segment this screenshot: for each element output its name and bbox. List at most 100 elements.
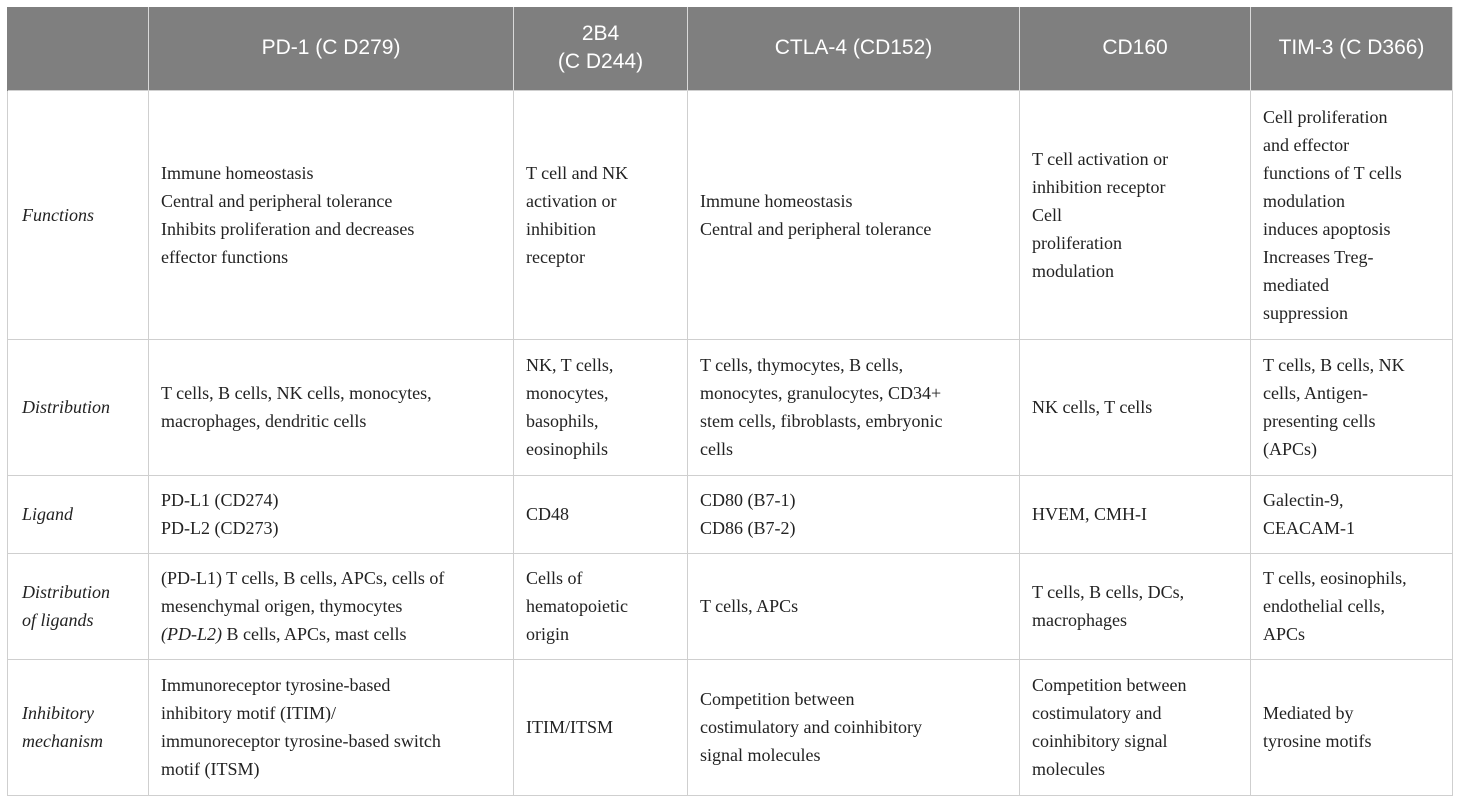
cell-line: origin [526,624,569,644]
cell-line: Immune homeostasis [161,162,314,183]
cell-distribution-of-ligands-pd1: (PD-L1) T cells, B cells, APCs, cells of… [148,552,514,660]
cell-line: Cell [1032,204,1062,225]
cell-line: inhibitory motif (ITIM)/ [161,703,336,723]
table-row-ligand: Ligand PD-L1 (CD274) PD-L2 (CD273) CD48 … [7,474,1453,554]
cell-ligand-cd160: HVEM, CMH-I [1019,474,1251,554]
cell-line: CD48 [526,504,570,524]
cell-line: HVEM, CMH-I [1032,504,1147,524]
cell-line: PD-L1 (CD274) [161,490,279,510]
cell-distribution-pd1: T cells, B cells, NK cells, monocytes, m… [148,338,514,476]
cell-distribution-ctla4: T cells, thymocytes, B cells, monocytes,… [687,338,1020,476]
cell-line: hematopoietic [526,596,628,616]
header-pd1: PD-1 (C D279) [148,7,514,90]
cell-line: Central and peripheral tolerance [700,218,932,239]
cell-line: T cells, eosinophils, [1263,568,1407,588]
inhibitory-receptors-table: PD-1 (C D279) 2B4 (C D244) CTLA-4 (CD152… [7,7,1453,796]
cell-line: macrophages, dendritic cells [161,411,367,431]
cell-line: modulation [1032,260,1114,281]
cell-line: (PD-L1) T cells, B cells, APCs, cells of [161,568,445,588]
header-2b4-line2: (C D244) [557,50,644,74]
row-label-ligand: Ligand [7,474,149,554]
cell-line: mesenchymal origen, thymocytes [161,596,403,616]
cell-ligand-tim3: Galectin-9, CEACAM-1 [1250,474,1453,554]
header-2b4: 2B4 (C D244) [513,7,688,90]
table-row-inhibitory-mechanism: Inhibitory mechanism Immunoreceptor tyro… [7,658,1453,796]
row-label-distribution-of-ligands: Distribution of ligands [7,552,149,660]
cell-line: effector functions [161,246,289,267]
row-label-inhibitory-mechanism: Inhibitory mechanism [7,658,149,796]
table-row-functions: Functions Immune homeostasis Central and… [7,89,1453,340]
header-row: PD-1 (C D279) 2B4 (C D244) CTLA-4 (CD152… [7,7,1453,90]
header-corner [7,7,149,90]
cell-ligand-ctla4: CD80 (B7-1) CD86 (B7-2) [687,474,1020,554]
cell-line: (APCs) [1263,439,1318,459]
cell-line: modulation [1263,190,1345,211]
cell-line: Galectin-9, [1263,490,1344,510]
cell-ligand-2b4: CD48 [513,474,688,554]
cell-line: Cell proliferation [1263,106,1388,127]
cell-line: motif (ITSM) [161,759,260,779]
cell-line: Cells of [526,568,583,588]
cell-line: NK cells, T cells [1032,397,1153,417]
cell-line: activation or [526,190,617,211]
cell-functions-ctla4: Immune homeostasis Central and periphera… [687,89,1020,340]
cell-line: T cells, thymocytes, B cells, [700,355,904,375]
cell-line: (PD-L2) B cells, APCs, mast cells [161,620,501,648]
header-ctla4: CTLA-4 (CD152) [687,7,1020,90]
cell-line: Increases Treg- [1263,246,1374,267]
cell-line: T cells, B cells, NK cells, monocytes, [161,383,432,403]
cell-line: monocytes, granulocytes, CD34+ [700,383,942,403]
cell-line: cells, Antigen- [1263,383,1368,403]
cell-functions-cd160: T cell activation or inhibition receptor… [1019,89,1251,340]
cell-line: CEACAM-1 [1263,518,1356,538]
cell-inhibitory-mechanism-pd1: Immunoreceptor tyrosine-based inhibitory… [148,658,514,796]
header-cd160: CD160 [1019,7,1251,90]
cell-line: T cells, B cells, NK [1263,355,1405,375]
cell-line: endothelial cells, [1263,596,1385,616]
cell-inhibitory-mechanism-ctla4: Competition between costimulatory and co… [687,658,1020,796]
cell-line: inhibition [526,218,597,239]
cell-line: molecules [1032,759,1105,779]
cell-line: Competition between [1032,675,1187,695]
cell-inhibitory-mechanism-tim3: Mediated by tyrosine motifs [1250,658,1453,796]
cell-inhibitory-mechanism-cd160: Competition between costimulatory and co… [1019,658,1251,796]
cell-distribution-2b4: NK, T cells, monocytes, basophils, eosin… [513,338,688,476]
cell-line: Distribution [22,582,111,602]
cell-inhibitory-mechanism-2b4: ITIM/ITSM [513,658,688,796]
row-label-distribution: Distribution [7,338,149,476]
cell-line: cells [700,439,733,459]
table-row-distribution: Distribution T cells, B cells, NK cells,… [7,338,1453,476]
table-row-distribution-of-ligands: Distribution of ligands (PD-L1) T cells,… [7,552,1453,660]
cell-line: T cells, B cells, DCs, [1032,582,1185,602]
cell-line: T cells, APCs [700,596,799,616]
cell-line: receptor [526,246,585,267]
cell-distribution-of-ligands-2b4: Cells of hematopoietic origin [513,552,688,660]
cell-line: ITIM/ITSM [526,717,613,737]
cell-line: basophils, [526,411,599,431]
row-label-functions: Functions [7,89,149,340]
cell-line: APCs [1263,624,1306,644]
cell-line: mechanism [22,731,103,751]
header-2b4-line1: 2B4 [581,22,620,46]
cell-line: monocytes, [526,383,609,403]
cell-functions-2b4: T cell and NK activation or inhibition r… [513,89,688,340]
cell-line: presenting cells [1263,411,1376,431]
cell-line: coinhibitory signal [1032,731,1168,751]
cell-line: functions of T cells [1263,162,1402,183]
cell-line: Inhibits proliferation and decreases [161,218,415,239]
cell-line: suppression [1263,302,1348,323]
cell-line: Competition between [700,689,855,709]
cell-line: costimulatory and [1032,703,1162,723]
cell-line: stem cells, fibroblasts, embryonic [700,411,943,431]
cell-distribution-of-ligands-cd160: T cells, B cells, DCs, macrophages [1019,552,1251,660]
cell-distribution-of-ligands-ctla4: T cells, APCs [687,552,1020,660]
cell-line: PD-L2 (CD273) [161,518,279,538]
cell-line: tyrosine motifs [1263,731,1372,751]
cell-line: proliferation [1032,232,1122,253]
cell-distribution-cd160: NK cells, T cells [1019,338,1251,476]
cell-line: eosinophils [526,439,609,459]
cell-line: CD86 (B7-2) [700,518,796,538]
cell-distribution-tim3: T cells, B cells, NK cells, Antigen- pre… [1250,338,1453,476]
cell-functions-pd1: Immune homeostasis Central and periphera… [148,89,514,340]
cell-line: and effector [1263,134,1350,155]
